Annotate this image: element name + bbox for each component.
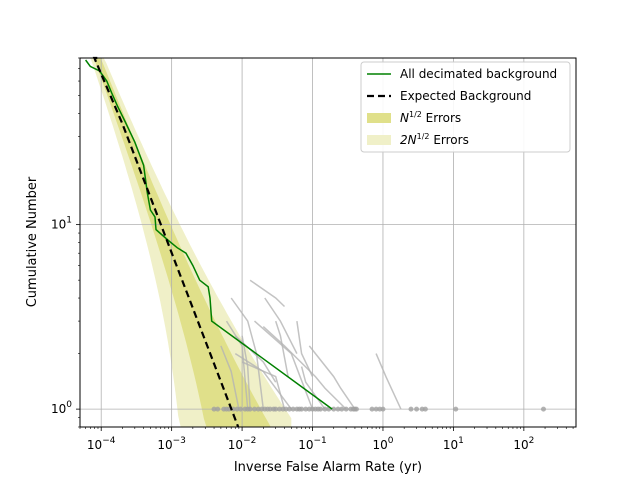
background-curve	[300, 366, 326, 410]
background-point	[422, 406, 428, 412]
background-curve	[264, 297, 298, 354]
error-band	[85, 58, 292, 427]
background-curves	[211, 279, 546, 412]
background-curve	[296, 320, 314, 377]
background-point	[303, 406, 309, 412]
background-point	[369, 406, 375, 412]
background-curve	[274, 320, 289, 377]
decimated-background-line	[84, 59, 333, 410]
legend-swatch	[367, 113, 391, 123]
legend-swatch	[367, 135, 391, 145]
background-point	[251, 406, 257, 412]
background-point	[373, 406, 379, 412]
background-curve	[241, 335, 251, 410]
x-axis-label: Inverse False Alarm Rate (yr)	[234, 460, 422, 475]
background-point	[286, 406, 292, 412]
legend-label: Expected Background	[400, 89, 531, 103]
background-point	[353, 406, 359, 412]
series-lines	[84, 56, 333, 428]
x-axis-ticks: 10−4 10−3 10−2 10−1 100 101 102	[79, 427, 574, 452]
x-tick-label: 101	[443, 436, 464, 452]
background-curve	[308, 345, 356, 410]
background-point	[343, 406, 349, 412]
y-tick-label: 101	[51, 216, 72, 232]
background-curve	[249, 279, 286, 308]
x-tick-label: 10−2	[228, 436, 257, 452]
legend: All decimated background Expected Backgro…	[360, 61, 571, 153]
background-curve	[225, 320, 249, 410]
x-tick-label: 10−3	[157, 436, 186, 452]
background-point	[322, 406, 328, 412]
legend-label: 2N1/2 Errors	[400, 132, 469, 147]
y-tick-label: 100	[51, 400, 72, 416]
background-point	[408, 406, 414, 412]
background-point	[238, 406, 244, 412]
background-curve	[230, 297, 265, 410]
background-point	[453, 406, 459, 412]
background-point	[290, 406, 296, 412]
legend-label: N1/2 Errors	[400, 110, 461, 125]
background-point	[331, 406, 337, 412]
background-point	[273, 406, 279, 412]
legend-box	[360, 61, 571, 153]
background-point	[211, 406, 217, 412]
background-point	[299, 406, 305, 412]
y-axis-ticks: 100 101	[51, 57, 80, 428]
x-tick-label: 10−4	[87, 436, 116, 452]
x-tick-label: 102	[513, 436, 534, 452]
background-curve	[375, 353, 402, 410]
background-point	[339, 406, 345, 412]
expected-background-line	[92, 56, 240, 428]
background-point	[215, 406, 221, 412]
x-tick-label: 10−1	[298, 436, 327, 452]
background-point	[267, 406, 273, 412]
background-point	[540, 406, 546, 412]
x-tick-label: 100	[372, 436, 393, 452]
y-axis-label: Cumulative Number	[25, 176, 40, 307]
background-curve	[220, 345, 240, 410]
background-point	[335, 406, 341, 412]
background-curve	[262, 326, 347, 410]
background-point	[414, 406, 420, 412]
background-point	[380, 406, 386, 412]
background-point	[247, 406, 253, 412]
background-curve	[241, 361, 286, 410]
error-bands	[85, 58, 292, 427]
legend-label: All decimated background	[400, 67, 557, 81]
background-point	[318, 406, 324, 412]
background-point	[283, 406, 289, 412]
